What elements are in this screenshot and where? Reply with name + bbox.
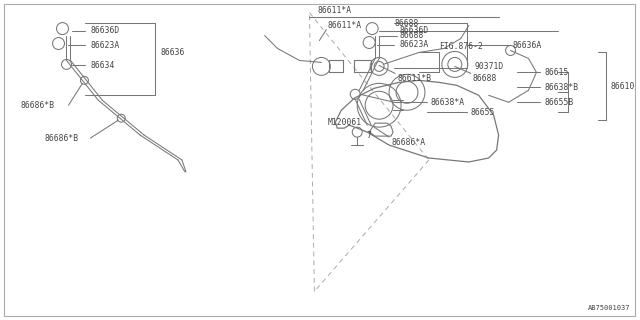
Text: 86686*A: 86686*A: [391, 138, 425, 147]
Text: 86686*B: 86686*B: [20, 101, 55, 110]
Text: 86611*A: 86611*A: [317, 6, 351, 15]
Text: 86636D: 86636D: [90, 26, 120, 35]
Text: 86655B: 86655B: [545, 98, 573, 107]
Text: 86688: 86688: [473, 74, 497, 83]
Text: 86615: 86615: [545, 68, 569, 77]
Text: 86688: 86688: [394, 19, 419, 28]
FancyBboxPatch shape: [4, 4, 635, 316]
Text: 86636A: 86636A: [513, 41, 542, 50]
Text: 86638*A: 86638*A: [431, 98, 465, 107]
Text: 86686*B: 86686*B: [45, 133, 79, 143]
Text: 86655: 86655: [471, 108, 495, 117]
Text: M120061: M120061: [327, 118, 362, 127]
Text: 86636: 86636: [160, 48, 184, 57]
Text: 86611*B: 86611*B: [397, 74, 431, 83]
Text: FIG.876-2: FIG.876-2: [439, 42, 483, 51]
Text: 86636D: 86636D: [399, 26, 428, 35]
Text: 7: 7: [366, 131, 371, 140]
Text: 86623A: 86623A: [90, 41, 120, 50]
Text: 90371D: 90371D: [475, 62, 504, 71]
Text: AB75001037: AB75001037: [588, 305, 630, 311]
Text: 86611*A: 86611*A: [327, 21, 362, 30]
Text: 86623A: 86623A: [399, 40, 428, 49]
Text: 86634: 86634: [90, 61, 115, 70]
Text: 86688: 86688: [399, 31, 424, 40]
Text: 86610: 86610: [610, 82, 634, 91]
Text: 86638*B: 86638*B: [545, 83, 579, 92]
